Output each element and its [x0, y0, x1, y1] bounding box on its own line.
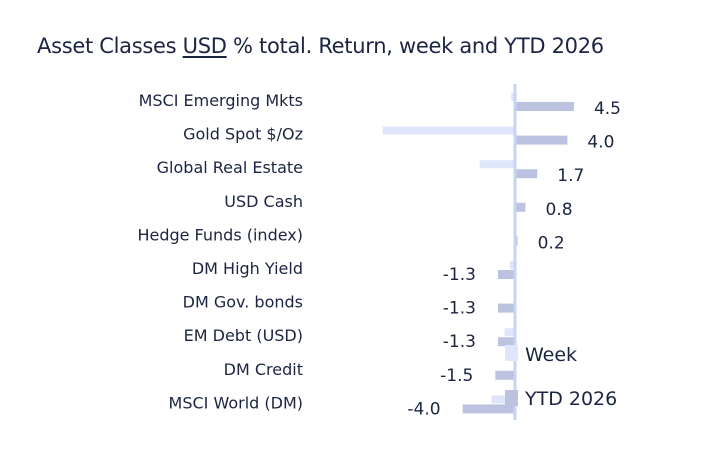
ytd-bar: [495, 370, 515, 380]
category-label: MSCI World (DM): [169, 393, 303, 412]
chart-title: Asset Classes USD % total. Return, week …: [37, 34, 604, 58]
category-label: DM Credit: [224, 360, 303, 379]
ytd-bar: [515, 202, 526, 212]
data-label: -1.5: [440, 366, 473, 386]
category-label: Hedge Funds (index): [137, 225, 303, 244]
category-label: DM Gov. bonds: [183, 293, 303, 312]
data-label: -1.3: [443, 299, 476, 319]
data-label: -4.0: [407, 399, 440, 419]
category-label: DM High Yield: [192, 259, 303, 278]
legend-label-week: Week: [525, 344, 577, 366]
legend-label-ytd: YTD 2026: [524, 388, 617, 410]
week-bar: [504, 328, 515, 337]
legend-swatch-ytd: [505, 390, 518, 406]
week-bar: [479, 160, 515, 169]
ytd-bar: [497, 337, 515, 347]
data-label: 4.0: [587, 133, 614, 153]
week-bar: [509, 261, 515, 269]
ytd-bar: [515, 135, 568, 145]
data-label: 4.5: [594, 99, 621, 119]
data-label: 0.8: [545, 200, 572, 220]
ytd-bar: [515, 169, 538, 179]
category-label: EM Debt (USD): [184, 326, 303, 345]
ytd-bar: [462, 404, 515, 414]
ytd-bar: [497, 270, 515, 279]
data-label: 0.2: [538, 233, 565, 253]
category-label: MSCI Emerging Mkts: [139, 91, 303, 110]
category-label: Global Real Estate: [157, 158, 303, 177]
week-bar: [382, 126, 515, 135]
data-label: 1.7: [557, 166, 584, 186]
category-label: Gold Spot $/Oz: [183, 125, 303, 144]
data-label: -1.3: [443, 265, 476, 285]
data-label: -1.3: [443, 332, 476, 352]
week-bar: [491, 395, 515, 404]
legend-swatch-week: [505, 345, 518, 361]
ytd-bar: [497, 303, 515, 313]
ytd-bar: [515, 102, 574, 111]
category-label: USD Cash: [224, 192, 303, 211]
week-bar: [511, 93, 515, 101]
